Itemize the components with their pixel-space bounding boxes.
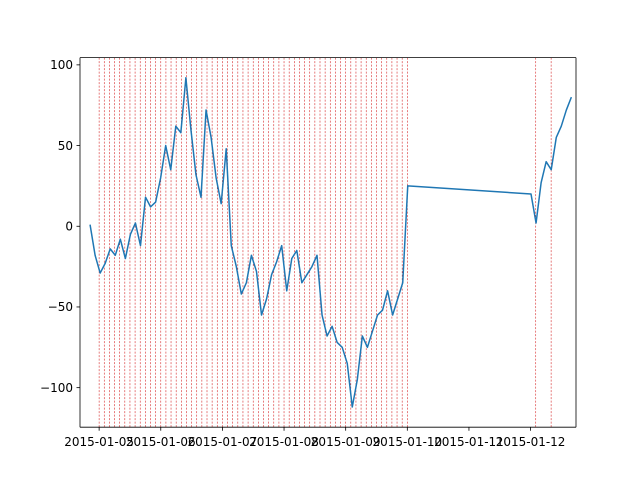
y-tick-label-3: −50 <box>48 300 73 314</box>
x-tick-label-7: 2015-01-12 <box>496 435 566 449</box>
y-tick-label-2: 0 <box>65 219 73 233</box>
axes-frame <box>79 57 577 428</box>
x-tick-label-3: 2015-01-08 <box>249 435 319 449</box>
plot-area <box>80 57 576 428</box>
x-tick-label-0: 2015-01-05 <box>64 435 134 449</box>
x-tick-label-1: 2015-01-06 <box>126 435 196 449</box>
x-tick-label-6: 2015-01-11 <box>434 435 504 449</box>
x-tick-label-4: 2015-01-09 <box>311 435 381 449</box>
vertical-marker-lines <box>98 57 552 428</box>
y-tick-label-4: −100 <box>40 381 73 395</box>
x-axis-ticks: 2015-01-052015-01-062015-01-072015-01-08… <box>64 427 565 449</box>
x-tick-label-5: 2015-01-10 <box>372 435 442 449</box>
y-axis-ticks: 100 50 0 −50 −100 <box>40 58 80 395</box>
series-line-0 <box>89 77 573 408</box>
y-tick-label-1: 50 <box>58 139 73 153</box>
x-tick-label-2: 2015-01-07 <box>188 435 258 449</box>
y-tick-label-0: 100 <box>50 58 73 72</box>
series-layer <box>89 77 573 408</box>
